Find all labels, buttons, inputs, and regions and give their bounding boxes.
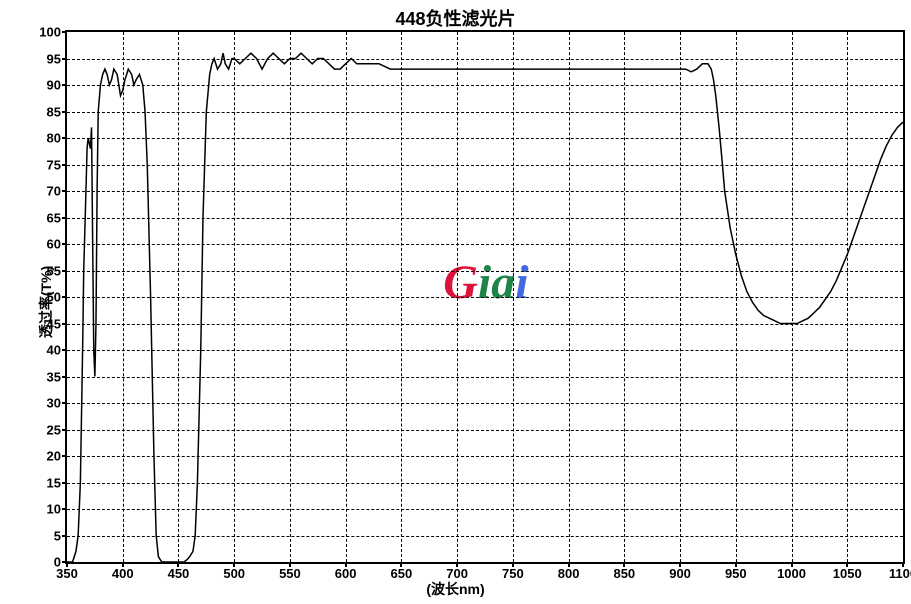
- tick-y: [62, 429, 67, 431]
- tick-label-y: 80: [47, 131, 61, 146]
- grid-line-h: [67, 509, 903, 510]
- watermark-letter: i: [478, 255, 491, 310]
- tick-y: [62, 190, 67, 192]
- tick-y: [62, 31, 67, 33]
- tick-y: [62, 508, 67, 510]
- tick-label-x: 900: [669, 566, 691, 581]
- tick-label-y: 75: [47, 157, 61, 172]
- grid-line-h: [67, 483, 903, 484]
- grid-line-h: [67, 430, 903, 431]
- tick-label-y: 90: [47, 78, 61, 93]
- tick-label-x: 350: [56, 566, 78, 581]
- tick-label-y: 40: [47, 343, 61, 358]
- tick-label-y: 10: [47, 502, 61, 517]
- tick-y: [62, 402, 67, 404]
- tick-label-x: 850: [613, 566, 635, 581]
- watermark-letter: a: [491, 255, 515, 310]
- tick-label-x: 550: [279, 566, 301, 581]
- tick-y: [62, 164, 67, 166]
- grid-line-h: [67, 536, 903, 537]
- tick-y: [62, 84, 67, 86]
- grid-line-v: [234, 32, 235, 562]
- plot-area: Giai 05101520253035404550556065707580859…: [65, 30, 905, 564]
- grid-line-h: [67, 85, 903, 86]
- grid-line-v: [457, 32, 458, 562]
- tick-label-y: 60: [47, 237, 61, 252]
- tick-y: [62, 296, 67, 298]
- grid-line-v: [401, 32, 402, 562]
- tick-label-x: 1050: [833, 566, 862, 581]
- grid-line-h: [67, 218, 903, 219]
- tick-label-x: 1100: [889, 566, 911, 581]
- chart-title: 448负性滤光片: [0, 5, 911, 31]
- grid-line-v: [736, 32, 737, 562]
- tick-y: [62, 482, 67, 484]
- x-axis-label: (波长nm): [0, 579, 911, 599]
- tick-label-x: 650: [391, 566, 413, 581]
- grid-line-v: [290, 32, 291, 562]
- grid-line-v: [346, 32, 347, 562]
- grid-line-h: [67, 403, 903, 404]
- tick-y: [62, 58, 67, 60]
- grid-line-h: [67, 271, 903, 272]
- tick-y: [62, 455, 67, 457]
- grid-line-v: [624, 32, 625, 562]
- tick-label-y: 50: [47, 290, 61, 305]
- tick-y: [62, 323, 67, 325]
- watermark-letter: G: [443, 255, 478, 310]
- tick-y: [62, 349, 67, 351]
- grid-line-h: [67, 59, 903, 60]
- grid-line-v: [680, 32, 681, 562]
- tick-label-y: 35: [47, 369, 61, 384]
- tick-label-y: 30: [47, 396, 61, 411]
- grid-line-v: [792, 32, 793, 562]
- tick-label-y: 25: [47, 422, 61, 437]
- grid-line-v: [847, 32, 848, 562]
- tick-y: [62, 111, 67, 113]
- tick-label-x: 950: [725, 566, 747, 581]
- grid-line-h: [67, 377, 903, 378]
- tick-label-y: 85: [47, 104, 61, 119]
- tick-label-x: 700: [446, 566, 468, 581]
- grid-line-h: [67, 297, 903, 298]
- tick-label-y: 65: [47, 210, 61, 225]
- grid-line-h: [67, 191, 903, 192]
- grid-line-h: [67, 112, 903, 113]
- tick-label-y: 100: [39, 25, 61, 40]
- tick-label-x: 600: [335, 566, 357, 581]
- tick-label-y: 95: [47, 51, 61, 66]
- tick-label-x: 800: [558, 566, 580, 581]
- tick-label-x: 400: [112, 566, 134, 581]
- grid-line-h: [67, 456, 903, 457]
- tick-label-y: 55: [47, 263, 61, 278]
- grid-line-h: [67, 165, 903, 166]
- grid-line-h: [67, 350, 903, 351]
- grid-line-h: [67, 138, 903, 139]
- tick-label-y: 70: [47, 184, 61, 199]
- tick-label-y: 20: [47, 449, 61, 464]
- grid-line-v: [513, 32, 514, 562]
- tick-y: [62, 243, 67, 245]
- tick-label-y: 15: [47, 475, 61, 490]
- tick-y: [62, 535, 67, 537]
- tick-y: [62, 270, 67, 272]
- grid-line-v: [123, 32, 124, 562]
- grid-line-h: [67, 244, 903, 245]
- tick-label-x: 500: [223, 566, 245, 581]
- tick-label-y: 5: [54, 528, 61, 543]
- grid-line-v: [569, 32, 570, 562]
- tick-y: [62, 217, 67, 219]
- grid-line-v: [178, 32, 179, 562]
- tick-label-x: 1000: [777, 566, 806, 581]
- tick-y: [62, 376, 67, 378]
- tick-label-x: 450: [168, 566, 190, 581]
- watermark-logo: Giai: [443, 255, 528, 310]
- tick-label-x: 750: [502, 566, 524, 581]
- chart-container: 448负性滤光片 透过率(T%) (波长nm) Giai 05101520253…: [0, 0, 911, 604]
- tick-y: [62, 137, 67, 139]
- tick-label-y: 45: [47, 316, 61, 331]
- watermark-letter: i: [515, 255, 528, 310]
- grid-line-h: [67, 324, 903, 325]
